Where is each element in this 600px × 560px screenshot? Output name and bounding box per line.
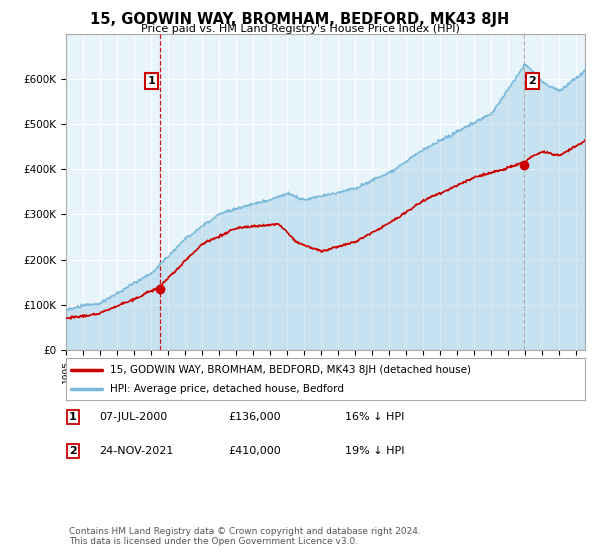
Text: 19% ↓ HPI: 19% ↓ HPI xyxy=(345,446,404,456)
Text: £136,000: £136,000 xyxy=(228,412,281,422)
Text: Price paid vs. HM Land Registry's House Price Index (HPI): Price paid vs. HM Land Registry's House … xyxy=(140,24,460,34)
Text: 15, GODWIN WAY, BROMHAM, BEDFORD, MK43 8JH (detached house): 15, GODWIN WAY, BROMHAM, BEDFORD, MK43 8… xyxy=(110,365,471,375)
Text: Contains HM Land Registry data © Crown copyright and database right 2024.
This d: Contains HM Land Registry data © Crown c… xyxy=(69,526,421,546)
Text: 1: 1 xyxy=(69,412,77,422)
Text: 15, GODWIN WAY, BROMHAM, BEDFORD, MK43 8JH: 15, GODWIN WAY, BROMHAM, BEDFORD, MK43 8… xyxy=(91,12,509,27)
Text: HPI: Average price, detached house, Bedford: HPI: Average price, detached house, Bedf… xyxy=(110,384,344,394)
Text: 2: 2 xyxy=(529,76,536,86)
Text: 07-JUL-2000: 07-JUL-2000 xyxy=(99,412,167,422)
Text: £410,000: £410,000 xyxy=(228,446,281,456)
Text: 16% ↓ HPI: 16% ↓ HPI xyxy=(345,412,404,422)
Text: 24-NOV-2021: 24-NOV-2021 xyxy=(99,446,173,456)
Text: 1: 1 xyxy=(148,76,155,86)
Text: 2: 2 xyxy=(69,446,77,456)
